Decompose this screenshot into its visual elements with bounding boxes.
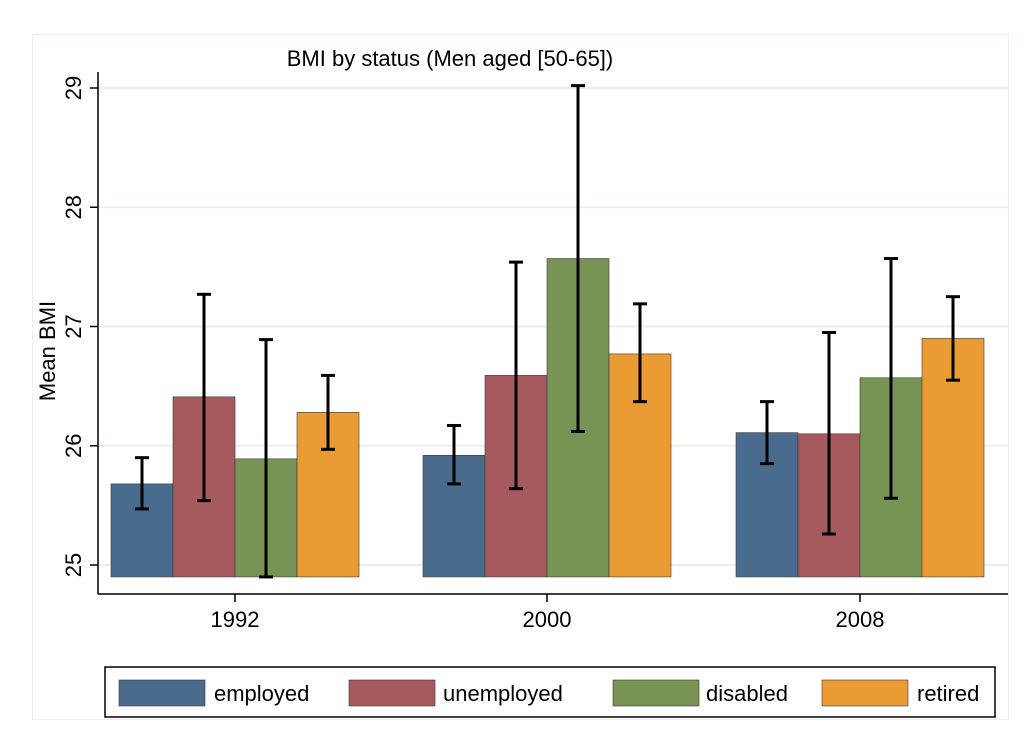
y-axis-label: Mean BMI <box>35 301 60 401</box>
legend-swatch-retired <box>821 679 909 707</box>
bars <box>110 258 985 578</box>
legend-label-unemployed: unemployed <box>443 681 563 706</box>
x-tick-label: 2000 <box>523 607 572 632</box>
error-bars <box>135 84 960 579</box>
legend: employed unemployed disabled retired <box>104 666 996 718</box>
legend-swatch-unemployed <box>348 679 436 707</box>
legend-swatch-disabled <box>612 679 700 707</box>
legend-swatch-employed <box>118 679 206 707</box>
y-tick-label: 29 <box>61 76 86 100</box>
bar-chart: BMI by status (Men aged [50-65]) Mean BM… <box>35 46 1008 718</box>
chart-frame: BMI by status (Men aged [50-65]) Mean BM… <box>32 34 1009 720</box>
y-tick-label: 27 <box>61 314 86 338</box>
y-tick-label: 28 <box>61 195 86 219</box>
axes: 25 26 27 28 29 1992 2000 2008 <box>61 72 1008 632</box>
x-tick-label: 1992 <box>211 607 260 632</box>
y-tick-label: 26 <box>61 434 86 458</box>
legend-label-employed: employed <box>214 681 309 706</box>
chart-title: BMI by status (Men aged [50-65]) <box>287 46 614 71</box>
legend-label-retired: retired <box>917 681 979 706</box>
legend-label-disabled: disabled <box>706 681 788 706</box>
y-tick-label: 25 <box>61 553 86 577</box>
x-tick-label: 2008 <box>836 607 885 632</box>
